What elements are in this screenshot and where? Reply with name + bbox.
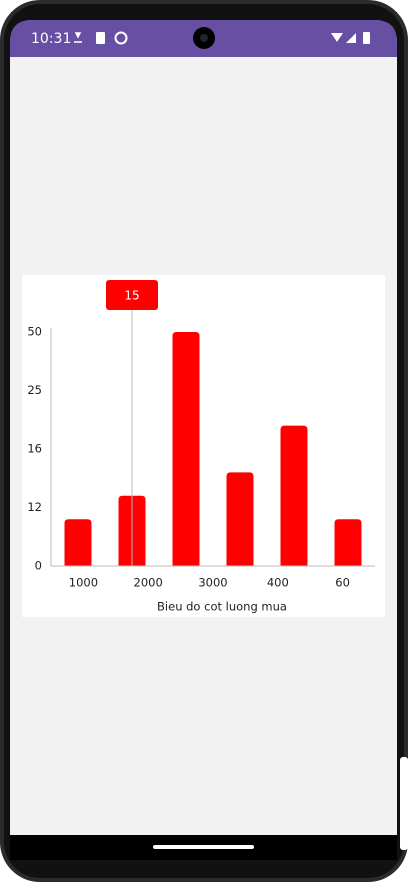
side-popup: [400, 757, 408, 850]
x-axis-title: Bieu do cot luong mua: [157, 600, 287, 614]
signal-icon: [346, 33, 356, 43]
bar: [172, 332, 200, 566]
x-tick-label: 1000: [69, 576, 98, 590]
battery-icon: [363, 32, 370, 44]
home-indicator[interactable]: [153, 845, 254, 849]
wifi-icon: [331, 33, 343, 42]
bar: [226, 472, 254, 566]
status-icon: [96, 32, 105, 44]
y-tick-label: 50: [27, 325, 42, 339]
plot: 0 12 16 25 50 1000 2000 3000 400 60 15: [27, 280, 375, 590]
x-tick-label: 400: [267, 576, 289, 590]
x-tick-label: 3000: [198, 576, 227, 590]
x-tick-label: 60: [335, 576, 350, 590]
y-tick-label: 16: [27, 442, 42, 456]
y-tick-label: 0: [35, 559, 42, 573]
status-time: 10:31: [31, 31, 71, 47]
camera-lens: [200, 34, 208, 42]
y-tick-label: 25: [27, 383, 42, 397]
bar: [334, 519, 362, 566]
tooltip: [106, 280, 158, 310]
tooltip-label: 15: [124, 289, 139, 303]
status-icon: [74, 32, 82, 43]
status-icon: [114, 31, 128, 45]
x-tick-label: 2000: [134, 576, 163, 590]
bar: [280, 425, 308, 566]
bar: [64, 519, 92, 566]
y-tick-label: 12: [27, 500, 42, 514]
